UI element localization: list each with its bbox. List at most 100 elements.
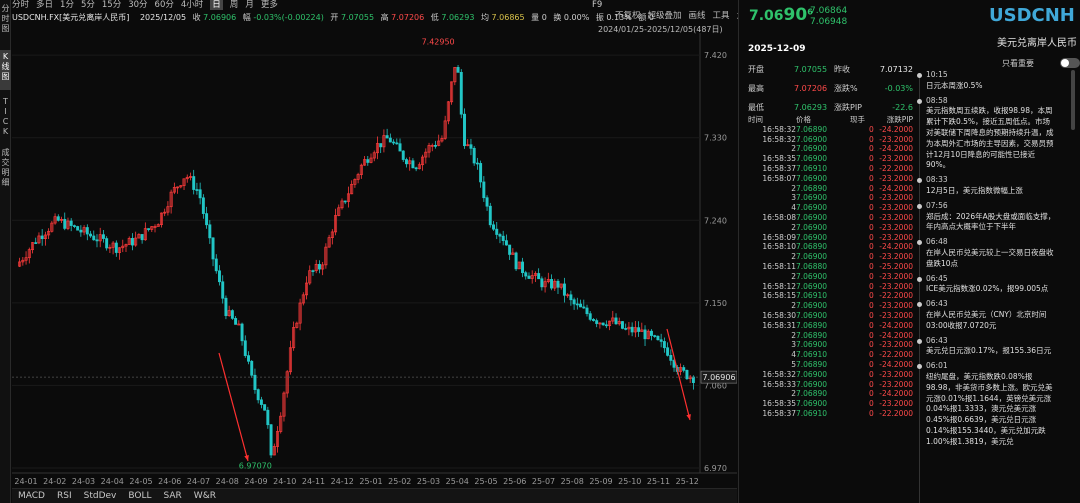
x-tick-label: 25-12: [676, 477, 699, 486]
candle-body: [130, 238, 134, 246]
period-日[interactable]: 日: [210, 0, 223, 10]
indicator-tab-rsi[interactable]: RSI: [56, 491, 72, 501]
tick-row: 16:58:31 7.06890 0 -24.2000: [748, 321, 913, 331]
period-多日[interactable]: 多日: [36, 0, 54, 10]
candle-body: [566, 294, 570, 297]
tick-cell: 7.06900: [796, 222, 828, 232]
candle-body: [537, 273, 541, 280]
period-5分[interactable]: 5分: [80, 0, 95, 10]
candle-body: [472, 147, 476, 164]
down-arrow-annotation-right-head: [686, 414, 691, 420]
news-item[interactable]: 08:58 美元指数周五续跌，收报98.98，本周累计下跌0.5%，接近五周低点。…: [917, 96, 1057, 172]
candle-body: [79, 229, 83, 233]
candle-body: [540, 278, 544, 288]
candle-body: [475, 162, 479, 165]
indicator-tab-macd[interactable]: MACD: [18, 491, 45, 501]
candle-body: [392, 141, 396, 144]
news-text: 美元指数周五续跌，收报98.98，本周累计下跌0.5%，接近五周低点。市场对美联…: [926, 106, 1054, 170]
indicator-tab-wr[interactable]: W&R: [193, 491, 216, 501]
candle-body: [156, 224, 160, 227]
important-only-toggle[interactable]: [1060, 58, 1080, 68]
toolbar-right-item-1[interactable]: 超级叠加: [647, 11, 682, 21]
f9-button[interactable]: F9: [592, 0, 603, 10]
candle-body: [611, 317, 615, 322]
candle-body: [76, 226, 80, 231]
avg-label: 均: [480, 13, 489, 22]
amount-label: 额: [638, 13, 647, 22]
candle-body: [501, 235, 505, 241]
tick-cell: 0: [869, 222, 874, 232]
tick-cell: 2: [791, 301, 796, 311]
toolbar-right-item-0[interactable]: 不复权: [615, 11, 641, 21]
period-30分[interactable]: 30分: [128, 0, 148, 10]
period-4小时[interactable]: 4小时: [180, 0, 204, 10]
period-周[interactable]: 周: [229, 0, 239, 10]
news-item[interactable]: 07:56 郑后成：2026年A股大盘或面临支撑，年内高点大概率位于下半年: [917, 201, 1057, 233]
candle-body: [317, 264, 321, 270]
period-更多[interactable]: 更多: [260, 0, 278, 10]
tick-row: 16:58:07 7.06900 0 -23.2000: [748, 174, 913, 184]
tick-cell: -24.2000: [879, 144, 913, 154]
tick-cell: -23.2000: [879, 310, 913, 320]
kline-chart[interactable]: 7.420 7.330 7.240 7.150 7.060 6.970 24-01 24-02…: [12, 33, 737, 488]
tick-cell: 16:58:08: [762, 212, 796, 222]
candle-body: [404, 159, 408, 165]
period-分时[interactable]: 分时: [12, 0, 30, 10]
tick-header: 时间 价格 现手 涨跌PIP: [748, 115, 913, 125]
news-time: 06:01: [926, 361, 948, 371]
tick-row: 16:58:11 7.06880 0 -25.2000: [748, 262, 913, 272]
candle-body: [18, 261, 22, 267]
candle-body: [459, 72, 463, 115]
news-item[interactable]: 08:33 12月5日，美元指数微幅上涨: [917, 175, 1057, 197]
x-tick-label: 25-10: [618, 477, 641, 486]
high-label: 高: [380, 13, 389, 22]
toolbar-right-item-2[interactable]: 画线: [688, 11, 706, 21]
tick-row: 2 7.06900 0 -23.2000: [748, 252, 913, 262]
candle-body: [182, 178, 186, 186]
candle-body: [353, 179, 357, 185]
period-1分[interactable]: 1分: [60, 0, 74, 10]
tick-cell: -24.2000: [879, 359, 913, 369]
indicator-tab-boll[interactable]: BOLL: [128, 491, 152, 501]
candle-body: [488, 205, 492, 226]
turnover-label: 换: [553, 13, 562, 22]
tick-table: 时间 价格 现手 涨跌PIP 16:58:32 7.06890 0 -24.2000 16:58…: [748, 115, 913, 419]
period-月[interactable]: 月: [245, 0, 254, 10]
candle-body: [195, 189, 199, 191]
tab-trade-detail[interactable]: 成交明细: [1, 148, 10, 187]
indicator-tab-sar[interactable]: SAR: [163, 491, 182, 501]
tick-row: 2 7.06900 0 -24.2000: [748, 144, 913, 154]
news-item[interactable]: 06:45 ICE美元指数涨0.02%，报99.005点: [917, 274, 1057, 296]
candle-body: [653, 335, 657, 337]
tick-cell: -24.2000: [879, 389, 913, 399]
candle-body: [495, 228, 499, 235]
candle-body: [188, 176, 192, 178]
news-item[interactable]: 06:48 在岸人民币兑美元较上一交易日夜盘收盘跌10点: [917, 237, 1057, 269]
news-scrollbar[interactable]: [1071, 70, 1075, 130]
tick-cell: 0: [869, 359, 874, 369]
news-item[interactable]: 10:15 日元本周涨0.5%: [917, 70, 1057, 92]
news-item[interactable]: 06:01 纽约尾盘，美元指数跌0.08%报98.98，非美货币多数上涨。欧元兑美…: [917, 361, 1057, 447]
candle-body: [334, 215, 338, 233]
indicator-tab-stddev[interactable]: StdDev: [83, 491, 117, 501]
tick-cell: 7.06900: [796, 399, 828, 409]
period-60分[interactable]: 60分: [154, 0, 174, 10]
toolbar-right-item-3[interactable]: 工具: [712, 11, 730, 21]
x-tick-label: 24-03: [72, 477, 95, 486]
period-toolbar: 分时多日1分5分15分30分60分4小时日周月更多F9不复权超级叠加画线工具九: [12, 0, 745, 21]
candle-body: [372, 152, 376, 159]
news-item[interactable]: 06:43 美元兑日元涨0.17%，报155.36日元: [917, 336, 1057, 358]
candle-body: [218, 270, 221, 283]
change-label: 幅: [242, 13, 251, 22]
news-item[interactable]: 06:43 在岸人民币兑美元（CNY）北京时间03:00收报7.0720元: [917, 299, 1057, 331]
period-15分[interactable]: 15分: [101, 0, 122, 10]
news-dot: [917, 73, 922, 78]
candle-body: [527, 275, 531, 279]
tick-cell: 7.06900: [796, 281, 828, 291]
tick-cell: 0: [869, 301, 874, 311]
tick-cell: 0: [869, 399, 874, 409]
tab-timeshare[interactable]: 分时图: [1, 4, 10, 33]
candle-body: [662, 341, 666, 349]
